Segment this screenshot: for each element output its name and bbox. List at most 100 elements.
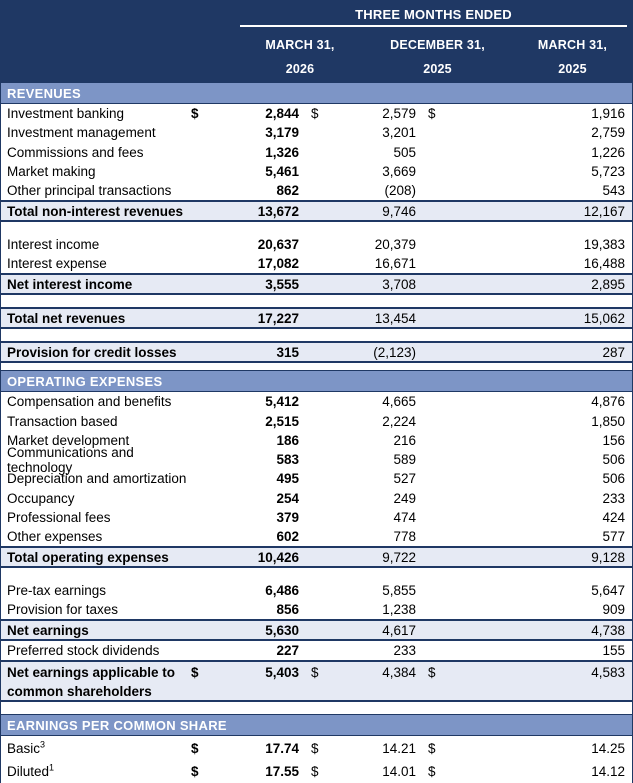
row-label: Diluted1 bbox=[7, 762, 55, 780]
value-cell: 9,722 bbox=[382, 549, 416, 565]
row-label: Pre-tax earnings bbox=[7, 582, 107, 598]
value-cell: 4,738 bbox=[591, 622, 625, 638]
value-cell: 17.55 bbox=[265, 764, 299, 780]
value-cell: 2,895 bbox=[591, 276, 625, 292]
value-cell: 17.74 bbox=[265, 740, 299, 756]
column-year: 2026 bbox=[285, 62, 315, 76]
preferred-stock-dividends-row: Preferred stock dividends 227 233 155 bbox=[1, 641, 632, 660]
period-spanner-label: THREE MONTHS ENDED bbox=[355, 7, 512, 22]
dollar-sign: $ bbox=[428, 106, 436, 122]
column-month: MARCH 31, bbox=[265, 38, 335, 52]
value-cell: 20,379 bbox=[374, 236, 416, 252]
table-body: REVENUES Investment banking $2,844 $2,579 $1… bbox=[0, 82, 633, 783]
value-cell: (2,123) bbox=[373, 344, 416, 360]
dollar-sign: $ bbox=[311, 764, 319, 780]
value-cell: 909 bbox=[602, 601, 625, 617]
dollar-sign: $ bbox=[428, 764, 436, 780]
value-cell: 13,672 bbox=[257, 203, 299, 219]
value-cell: 13,454 bbox=[374, 310, 416, 326]
column-header-march-31-2026: MARCH 31, 2026 bbox=[237, 33, 363, 82]
total-non-interest-revenues-row: Total non-interest revenues 13,672 9,746 12… bbox=[1, 200, 632, 223]
interest-income-row: Interest income 20,637 20,379 19,383 bbox=[1, 234, 632, 253]
value-cell: 12,167 bbox=[583, 203, 625, 219]
value-cell: 506 bbox=[602, 452, 625, 468]
dollar-sign: $ bbox=[311, 740, 319, 756]
row-label: Net earnings bbox=[7, 622, 89, 638]
row-label: Other principal transactions bbox=[7, 183, 172, 199]
column-month: MARCH 31, bbox=[537, 38, 608, 52]
row-label: Net interest income bbox=[7, 276, 133, 292]
spacer-row bbox=[1, 568, 632, 580]
professional-fees-row: Professional fees 379 474 424 bbox=[1, 508, 632, 527]
value-cell: 14.01 bbox=[382, 764, 416, 780]
dollar-sign: $ bbox=[311, 106, 319, 122]
value-cell: 1,916 bbox=[591, 106, 625, 122]
section-header-earnings-per-common-share: EARNINGS PER COMMON SHARE bbox=[1, 714, 632, 737]
net-earnings-applicable-to-common-shareholders-row: Net earnings applicable to common shareh… bbox=[1, 660, 632, 703]
row-label: Transaction based bbox=[7, 413, 118, 429]
compensation-and-benefits-row: Compensation and benefits 5,412 4,665 4,876 bbox=[1, 392, 632, 411]
interest-expense-row: Interest expense 17,082 16,671 16,488 bbox=[1, 254, 632, 273]
value-cell: 216 bbox=[393, 432, 416, 448]
value-cell: 527 bbox=[393, 471, 416, 487]
value-cell: 4,617 bbox=[382, 622, 416, 638]
transaction-based-row: Transaction based 2,515 2,224 1,850 bbox=[1, 411, 632, 430]
value-cell: 3,555 bbox=[265, 276, 299, 292]
dollar-sign: $ bbox=[428, 665, 436, 681]
provision-for-taxes-row: Provision for taxes 856 1,238 909 bbox=[1, 600, 632, 619]
net-earnings-row: Net earnings 5,630 4,617 4,738 bbox=[1, 619, 632, 642]
value-cell: 5,630 bbox=[265, 622, 299, 638]
spacer-row bbox=[1, 363, 632, 370]
spacer-row bbox=[1, 329, 632, 341]
section-label: OPERATING EXPENSES bbox=[7, 373, 163, 389]
value-cell: 19,383 bbox=[583, 236, 625, 252]
column-year: 2025 bbox=[558, 62, 587, 76]
period-spanner: THREE MONTHS ENDED bbox=[240, 0, 627, 27]
value-cell: 495 bbox=[276, 471, 299, 487]
column-year: 2025 bbox=[423, 62, 452, 76]
section-label: EARNINGS PER COMMON SHARE bbox=[7, 717, 227, 733]
value-cell: 5,412 bbox=[265, 394, 299, 410]
value-cell: 3,201 bbox=[382, 125, 416, 141]
dollar-sign: $ bbox=[428, 740, 436, 756]
row-label: Depreciation and amortization bbox=[7, 471, 187, 487]
row-label: Provision for taxes bbox=[7, 601, 119, 617]
value-cell: 1,226 bbox=[591, 144, 625, 160]
section-header-operating-expenses: OPERATING EXPENSES bbox=[1, 370, 632, 393]
row-label: Other expenses bbox=[7, 529, 103, 545]
dollar-sign: $ bbox=[191, 740, 199, 756]
row-label: Market making bbox=[7, 164, 96, 180]
communications-and-technology-row: Communications and technology 583 589 506 bbox=[1, 445, 632, 475]
investment-management-row: Investment management 3,179 3,201 2,759 bbox=[1, 123, 632, 142]
other-principal-transactions-row: Other principal transactions 862 (208) 543 bbox=[1, 181, 632, 200]
footnote-superscript: 3 bbox=[40, 739, 46, 750]
value-cell: 155 bbox=[602, 643, 625, 659]
value-cell: 543 bbox=[602, 183, 625, 199]
row-label: Commissions and fees bbox=[7, 144, 144, 160]
footnote-superscript: 1 bbox=[49, 762, 55, 773]
row-label: Preferred stock dividends bbox=[7, 643, 160, 659]
value-cell: 2,844 bbox=[265, 106, 299, 122]
spacer-row bbox=[1, 295, 632, 307]
row-label: Investment management bbox=[7, 125, 156, 141]
value-cell: 778 bbox=[393, 529, 416, 545]
value-cell: 4,665 bbox=[382, 394, 416, 410]
row-label: Professional fees bbox=[7, 510, 111, 525]
row-label: Investment banking bbox=[7, 106, 125, 122]
value-cell: 379 bbox=[276, 510, 299, 525]
market-making-row: Market making 5,461 3,669 5,723 bbox=[1, 162, 632, 181]
value-cell: 2,759 bbox=[591, 125, 625, 141]
row-label: Basic3 bbox=[7, 739, 46, 756]
dollar-sign: $ bbox=[191, 106, 199, 122]
column-header-december-31-2025: DECEMBER 31, 2025 bbox=[363, 33, 512, 82]
value-cell: 9,746 bbox=[382, 203, 416, 219]
value-cell: 186 bbox=[276, 432, 299, 448]
value-cell: 14.12 bbox=[591, 764, 625, 780]
row-label: Communications and technology bbox=[7, 444, 134, 475]
value-cell: 3,669 bbox=[382, 164, 416, 180]
value-cell: 862 bbox=[276, 183, 299, 199]
value-cell: 1,238 bbox=[382, 601, 416, 617]
value-cell: 15,062 bbox=[583, 310, 625, 326]
basic-row: Basic3 $17.74 $14.21 $14.25 bbox=[1, 736, 632, 760]
other-expenses-row: Other expenses 602 778 577 bbox=[1, 527, 632, 546]
